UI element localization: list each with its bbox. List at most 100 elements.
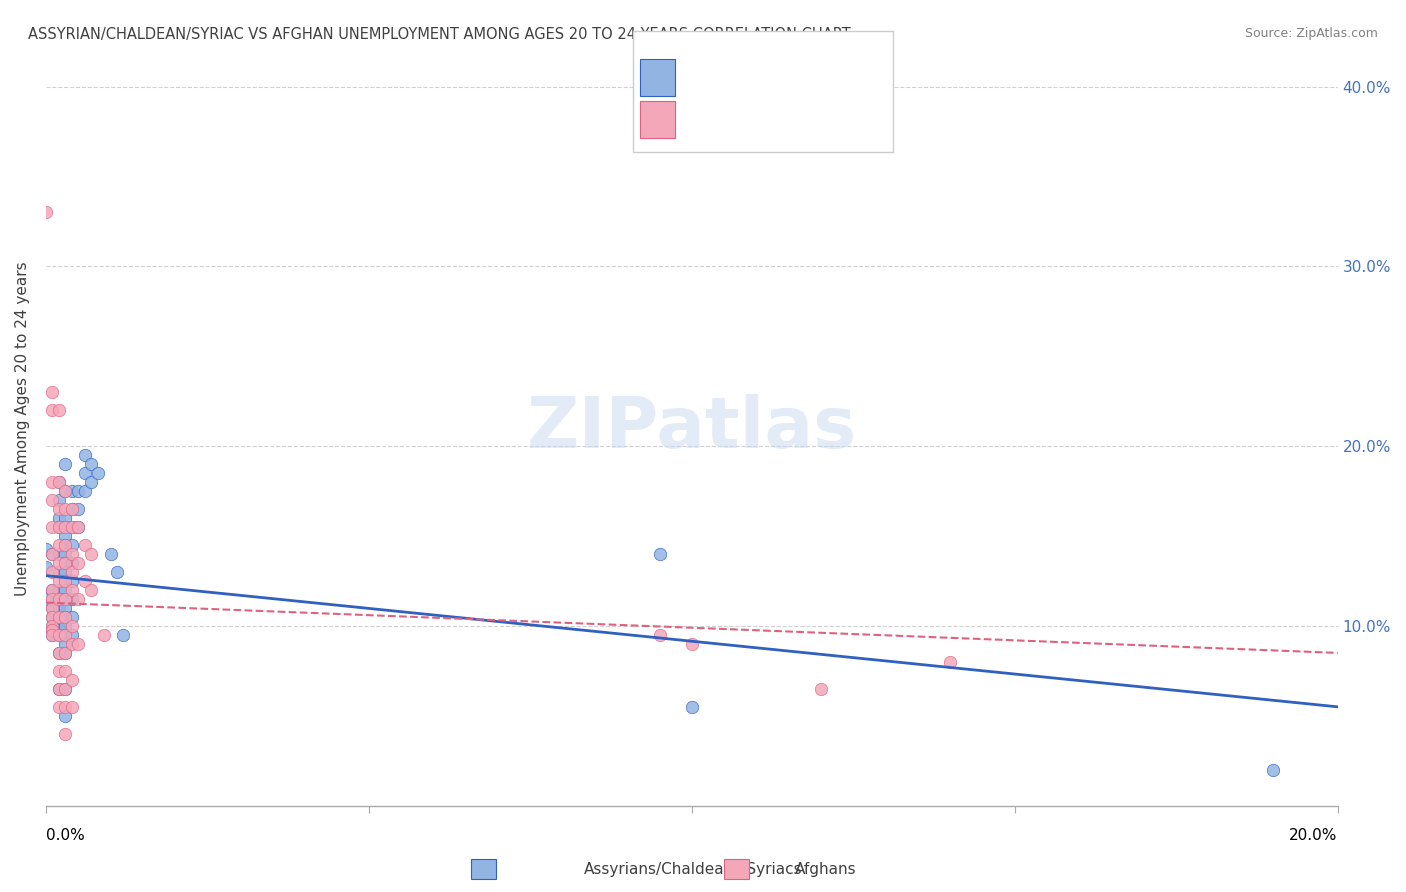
Point (48, 475, 70, 490)
Point (41, 565, 63, 579)
Point (53, 565, 76, 579)
Point (53, 610, 76, 624)
Point (35, 559, 58, 574)
Point (53, 457, 76, 471)
Point (53, 484, 76, 499)
Point (41, 403, 63, 417)
Point (53, 511, 76, 525)
Point (681, 637, 703, 651)
Point (60, 502, 83, 516)
Point (67, 637, 90, 651)
Point (60, 610, 83, 624)
Text: ASSYRIAN/CHALDEAN/SYRIAC VS AFGHAN UNEMPLOYMENT AMONG AGES 20 TO 24 YEARS CORREL: ASSYRIAN/CHALDEAN/SYRIAC VS AFGHAN UNEMP… (28, 27, 851, 42)
Point (53, 529, 76, 543)
Point (60, 628, 83, 642)
Point (60, 502, 83, 516)
Point (67, 556, 90, 570)
Point (1261, 763, 1284, 777)
Point (41, 582, 63, 597)
Point (60, 637, 83, 651)
Point (48, 592, 70, 607)
Point (105, 565, 128, 579)
Point (53, 592, 76, 607)
Point (35, 541, 58, 556)
Point (73, 538, 96, 552)
Point (53, 538, 76, 552)
Point (53, 646, 76, 660)
Point (67, 520, 90, 534)
Point (53, 628, 76, 642)
Point (112, 628, 135, 642)
Point (41, 582, 63, 597)
Point (60, 520, 83, 534)
Point (53, 619, 76, 633)
Point (41, 601, 63, 615)
Point (48, 699, 70, 714)
Point (60, 520, 83, 534)
Point (60, 574, 83, 588)
Point (73, 484, 96, 499)
Point (681, 699, 703, 714)
Point (648, 628, 671, 642)
Text: Assyrians/Chaldeans/Syriacs: Assyrians/Chaldeans/Syriacs (583, 863, 801, 877)
Point (41, 385, 63, 400)
Point (53, 699, 76, 714)
Point (60, 673, 83, 687)
Point (53, 628, 76, 642)
Point (41, 610, 63, 624)
Point (53, 582, 76, 597)
Point (48, 556, 70, 570)
Point (48, 565, 70, 579)
Point (41, 619, 63, 633)
Point (60, 699, 83, 714)
Point (35, 592, 58, 607)
Point (53, 484, 76, 499)
Point (80, 475, 103, 490)
Point (41, 610, 63, 624)
Point (80, 547, 103, 561)
Point (48, 610, 70, 624)
Point (48, 582, 70, 597)
Point (48, 646, 70, 660)
Point (48, 610, 70, 624)
Point (73, 466, 96, 480)
Point (53, 520, 76, 534)
Point (80, 582, 103, 597)
Point (41, 628, 63, 642)
Point (48, 520, 70, 534)
Point (53, 727, 76, 741)
Point (53, 556, 76, 570)
Point (48, 623, 70, 637)
Point (53, 664, 76, 678)
Point (41, 623, 63, 637)
Point (67, 502, 90, 516)
Point (53, 592, 76, 607)
Point (810, 681, 832, 696)
Point (53, 681, 76, 696)
Point (48, 681, 70, 696)
Point (73, 448, 96, 462)
Point (53, 637, 76, 651)
Point (48, 628, 70, 642)
Point (53, 574, 76, 588)
Point (41, 520, 63, 534)
Point (41, 623, 63, 637)
Text: R = -0.053    N = 65: R = -0.053 N = 65 (686, 110, 855, 128)
Point (48, 681, 70, 696)
Point (86, 466, 108, 480)
Point (67, 484, 90, 499)
Point (41, 547, 63, 561)
Point (53, 538, 76, 552)
Point (60, 556, 83, 570)
Point (60, 565, 83, 579)
Point (48, 475, 70, 490)
Point (53, 556, 76, 570)
Point (48, 664, 70, 678)
Point (53, 610, 76, 624)
Point (53, 547, 76, 561)
Point (41, 592, 63, 607)
Point (48, 538, 70, 552)
Point (73, 574, 96, 588)
Point (939, 655, 962, 669)
Point (53, 708, 76, 723)
